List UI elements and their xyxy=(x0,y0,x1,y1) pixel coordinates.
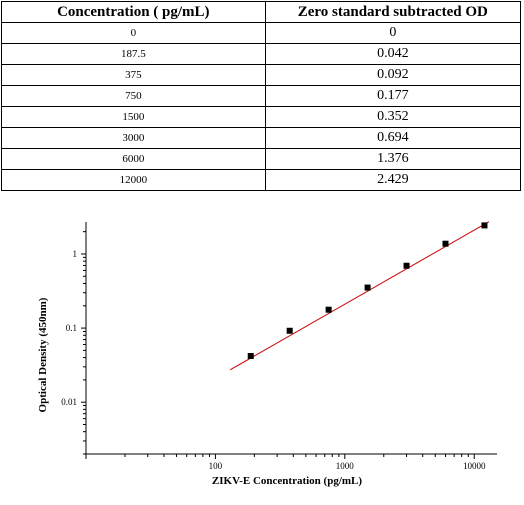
data-point xyxy=(481,222,488,229)
concentration-cell: 750 xyxy=(1,85,266,107)
data-points xyxy=(247,222,488,360)
table-row: 187.5 0.042 xyxy=(1,43,522,65)
data-point xyxy=(325,306,332,313)
data-point xyxy=(286,327,293,334)
fit-line xyxy=(229,221,490,371)
table-row: 750 0.177 xyxy=(1,85,522,107)
y-axis-label: Optical Density (450nm) xyxy=(37,297,49,412)
y-tick-label: 0.01 xyxy=(61,397,77,407)
table-row: 6000 1.376 xyxy=(1,148,522,170)
standard-curve-chart: 100 1000 10000 0.01 0.1 1 ZIKV-E Concentratio… xyxy=(37,221,497,487)
header-od: Zero standard subtracted OD xyxy=(264,1,522,23)
od-cell: 0.694 xyxy=(264,127,522,149)
table-row: 3000 0.694 xyxy=(1,127,522,149)
x-tick-label: 1000 xyxy=(336,461,355,471)
tick-labels: 100 1000 10000 0.01 0.1 1 xyxy=(61,249,486,471)
standard-curve-table: Concentration ( pg/mL) Zero standard sub… xyxy=(1,1,522,191)
data-point xyxy=(364,284,371,291)
od-cell: 0.042 xyxy=(264,43,522,65)
x-axis-label: ZIKV-E Concentration (pg/mL) xyxy=(212,475,362,487)
od-cell: 1.376 xyxy=(264,148,522,170)
table-body: 0 0 187.5 0.042 375 0.092 750 0.177 1500 0.352 300… xyxy=(1,22,522,191)
table-header-row: Concentration ( pg/mL) Zero standard sub… xyxy=(1,1,522,23)
concentration-cell: 1500 xyxy=(1,106,266,128)
concentration-cell: 12000 xyxy=(1,169,266,191)
data-point xyxy=(403,262,410,269)
concentration-cell: 187.5 xyxy=(1,43,266,65)
data-point xyxy=(247,353,254,360)
concentration-cell: 0 xyxy=(1,22,266,44)
od-cell: 0.092 xyxy=(264,64,522,86)
concentration-cell: 3000 xyxy=(1,127,266,149)
chart-axes xyxy=(81,222,497,459)
x-tick-label: 100 xyxy=(209,461,223,471)
y-tick-label: 1 xyxy=(73,249,78,259)
od-cell: 0 xyxy=(264,22,522,44)
table-row: 375 0.092 xyxy=(1,64,522,86)
header-concentration: Concentration ( pg/mL) xyxy=(1,1,266,23)
fit-line-group xyxy=(229,221,490,371)
table-row: 12000 2.429 xyxy=(1,169,522,191)
data-point xyxy=(442,240,449,247)
concentration-cell: 6000 xyxy=(1,148,266,170)
table-row: 1500 0.352 xyxy=(1,106,522,128)
od-cell: 0.177 xyxy=(264,85,522,107)
od-cell: 2.429 xyxy=(264,169,522,191)
concentration-cell: 375 xyxy=(1,64,266,86)
od-cell: 0.352 xyxy=(264,106,522,128)
x-tick-label: 10000 xyxy=(463,461,486,471)
y-tick-label: 0.1 xyxy=(66,323,77,333)
